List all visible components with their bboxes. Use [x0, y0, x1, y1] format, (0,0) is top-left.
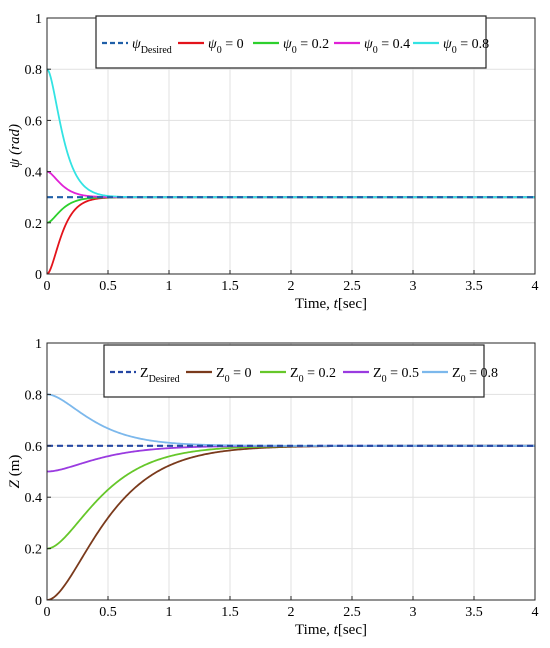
y-tick-label: 0.4 — [25, 491, 43, 506]
legend-label: ψ0 = 0 — [208, 37, 244, 56]
legend-label: Z0 = 0.2 — [290, 366, 336, 385]
legend-label: Z0 = 0 — [216, 366, 251, 385]
y-axis-label: ψ (rad) — [7, 124, 23, 168]
x-tick-label: 2.5 — [343, 605, 361, 620]
y-tick-label: 0 — [35, 594, 42, 609]
x-tick-label: 3.5 — [465, 279, 483, 294]
legend-item: Z0 = 0.2 — [260, 366, 336, 385]
x-tick-label: 1.5 — [221, 605, 239, 620]
legend-label: Z0 = 0.8 — [452, 366, 498, 385]
chart-2: 0 0.5 1 1.5 2 2.5 3 3.5 4 0 0.2 0.4 0.6 0.8 1 Time, t[s… — [7, 337, 539, 638]
x-axis-label: Time, t[sec] — [295, 296, 367, 312]
series-group — [47, 68, 535, 274]
y-tick-label: 0.6 — [25, 114, 43, 129]
legend-label: ψ0 = 0.4 — [364, 37, 410, 56]
y-tick-label: 0.2 — [25, 217, 43, 232]
chart-1: 0 0.5 1 1.5 2 2.5 3 3.5 4 0 0.2 0.4 0.6 0.8 1 Time, t[s… — [7, 12, 539, 312]
legend-item: ψ0 = 0 — [178, 37, 244, 56]
x-axis-label: Time, t[sec] — [295, 622, 367, 638]
x-tick-label: 0.5 — [99, 605, 117, 620]
x-tick-label: 1 — [166, 605, 173, 620]
x-tick-label: 3 — [410, 279, 417, 294]
legend-item: ZDesired — [110, 366, 180, 385]
legend-label: ψ0 = 0.2 — [283, 37, 329, 56]
y-tick-label: 0.8 — [25, 63, 43, 78]
legend-item: ψ0 = 0.2 — [253, 37, 329, 56]
y-tick-label: 0.6 — [25, 440, 43, 455]
y-tick-label: 1 — [35, 12, 42, 27]
y-tick-label: 0.2 — [25, 543, 43, 558]
x-tick-label: 2.5 — [343, 279, 361, 294]
x-tick-label: 4 — [532, 605, 539, 620]
legend-item: ψ0 = 0.8 — [413, 37, 489, 56]
legend-item: Z0 = 0.8 — [422, 366, 498, 385]
x-tick-label: 0 — [44, 605, 51, 620]
y-tick-label: 0 — [35, 268, 42, 283]
legend-item: Z0 = 0 — [186, 366, 251, 385]
y-tick-label: 0.4 — [25, 166, 43, 181]
y-tick-label: 1 — [35, 337, 42, 352]
x-tick-label: 1.5 — [221, 279, 239, 294]
legend: ψDesired ψ0 = 0 ψ0 = 0.2 ψ0 = 0.4 ψ0 = 0.8 — [95, 15, 489, 69]
x-tick-label: 2 — [288, 279, 295, 294]
y-axis-label: Z (m) — [7, 455, 23, 489]
legend: ZDesired Z0 = 0 Z0 = 0.2 Z0 = 0.5 Z0 = 0.8 — [103, 344, 498, 398]
x-tick-label: 3 — [410, 605, 417, 620]
legend-item: Z0 = 0.5 — [343, 366, 419, 385]
x-tick-label: 3.5 — [465, 605, 483, 620]
x-tick-label: 0.5 — [99, 279, 117, 294]
x-tick-label: 1 — [166, 279, 173, 294]
legend-label: ZDesired — [140, 366, 180, 385]
legend-box — [103, 344, 485, 398]
legend-item: ψ0 = 0.4 — [334, 37, 410, 56]
legend-item: ψDesired — [102, 37, 172, 56]
x-tick-label: 0 — [44, 279, 51, 294]
legend-label: Z0 = 0.5 — [373, 366, 419, 385]
x-tick-label: 4 — [532, 279, 539, 294]
x-tick-label: 2 — [288, 605, 295, 620]
y-tick-label: 0.8 — [25, 388, 43, 403]
legend-label: ψ0 = 0.8 — [443, 37, 489, 56]
legend-label: ψDesired — [132, 37, 172, 56]
series-group — [47, 393, 535, 600]
